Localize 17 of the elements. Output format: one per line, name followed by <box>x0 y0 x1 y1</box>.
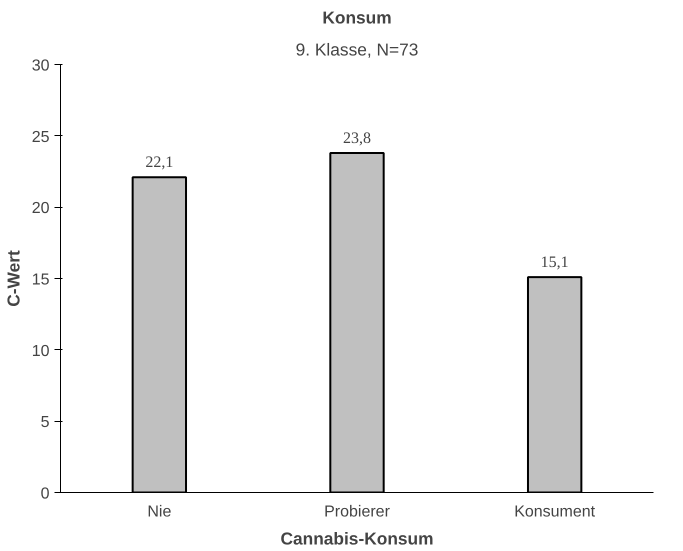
x-tick-label: Konsument <box>514 504 596 520</box>
y-tick-label: 0 <box>40 486 50 502</box>
y-tick-label: 20 <box>32 200 50 218</box>
y-tick-label: 15 <box>32 272 50 288</box>
data-label: 15,1 <box>540 254 569 272</box>
chart-title: Konsum <box>322 8 392 28</box>
y-tick-label: 10 <box>32 342 50 360</box>
data-label: 23,8 <box>343 130 371 147</box>
x-axis-title: Cannabis-Konsum <box>280 528 434 548</box>
chart-subtitle: 9. Klasse, N=73 <box>296 40 418 60</box>
x-tick-label: Probierer <box>324 504 391 520</box>
y-tick-label: 30 <box>32 58 50 74</box>
y-axis-title: C-Wert <box>4 250 24 307</box>
data-label: 22,1 <box>145 154 174 172</box>
x-tick-label: Nie <box>147 504 172 520</box>
y-tick-label: 5 <box>40 414 50 432</box>
y-tick-label: 25 <box>32 128 50 146</box>
